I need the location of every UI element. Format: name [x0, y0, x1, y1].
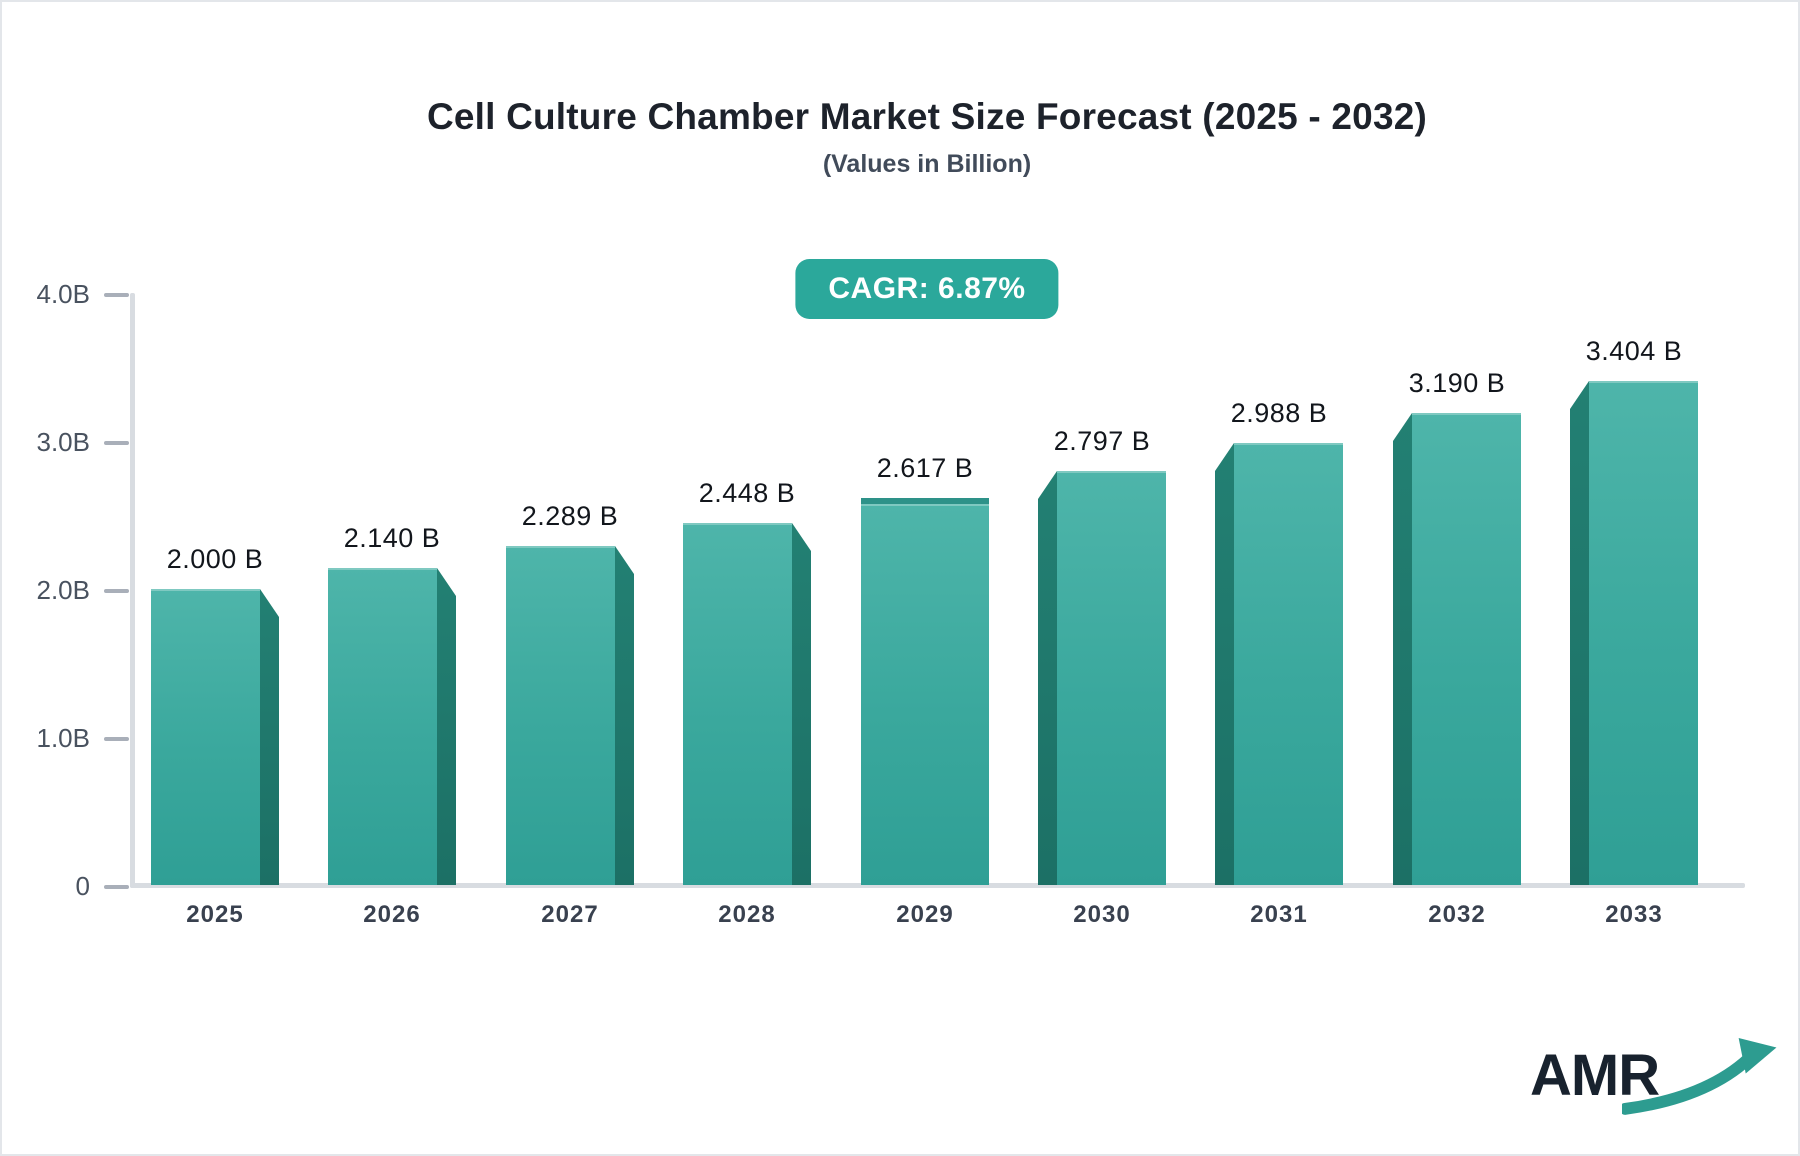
- bar-side-face: [1038, 471, 1057, 885]
- bar-front-face: [683, 523, 792, 885]
- bar-front-face: [1234, 443, 1343, 885]
- amr-logo: AMR: [1530, 1038, 1780, 1122]
- bar-value-label: 2.000 B: [166, 544, 264, 574]
- ytick-label: 1.0B: [36, 723, 91, 753]
- bar-front-face: [1412, 413, 1521, 885]
- bar-2028: [683, 523, 811, 885]
- x-axis-label-2031: 2031: [1250, 901, 1308, 928]
- bar-2027: [506, 546, 634, 885]
- bar-value-label: 3.404 B: [1585, 336, 1683, 366]
- cagr-badge: CAGR: 6.87%: [795, 259, 1059, 319]
- ytick-dash: [104, 885, 129, 889]
- x-axis-label-2033: 2033: [1605, 901, 1663, 928]
- bar-front-face: [328, 568, 437, 885]
- ytick-dash: [104, 589, 129, 593]
- x-axis-label-2032: 2032: [1428, 901, 1486, 928]
- ytick-dash: [104, 441, 129, 445]
- bar-side-face: [792, 523, 811, 885]
- y-axis-line: [130, 293, 135, 888]
- bar-2033: [1570, 381, 1698, 885]
- bar-value-label: 2.617 B: [876, 453, 974, 483]
- x-axis-label-2025: 2025: [186, 901, 244, 928]
- chart-subtitle: (Values in Billion): [822, 150, 1032, 178]
- ytick-label: 0: [75, 871, 90, 901]
- ytick-dash: [104, 737, 129, 741]
- bar-side-face: [1570, 381, 1589, 885]
- bar-front-face: [861, 498, 989, 885]
- logo-arrow-icon: [1622, 1038, 1777, 1115]
- x-axis-label-2027: 2027: [541, 901, 599, 928]
- bar-2025: [151, 589, 279, 885]
- x-axis-label-2026: 2026: [363, 901, 421, 928]
- x-axis-label-2029: 2029: [896, 901, 954, 928]
- bar-value-label: 2.448 B: [698, 478, 796, 508]
- ytick-label: 4.0B: [36, 279, 91, 309]
- x-axis-label-2028: 2028: [718, 901, 776, 928]
- x-axis-label-2030: 2030: [1073, 901, 1131, 928]
- bar-side-face: [1393, 413, 1412, 885]
- bar-front-face: [151, 589, 260, 885]
- x-axis-line: [130, 883, 1745, 888]
- bar-2030: [1038, 471, 1166, 885]
- ytick-label: 3.0B: [36, 427, 91, 457]
- bar-2032: [1393, 413, 1521, 885]
- bar-value-label: 2.988 B: [1230, 398, 1328, 428]
- bar-2031: [1215, 443, 1343, 885]
- bar-side-face: [260, 589, 279, 885]
- bar-2029: [861, 498, 989, 885]
- bar-side-face: [437, 568, 456, 885]
- bar-front-face: [1057, 471, 1166, 885]
- ytick-dash: [104, 293, 129, 297]
- bar-front-face: [1589, 381, 1698, 885]
- bar-side-face: [615, 546, 634, 885]
- bar-2026: [328, 568, 456, 885]
- bar-value-label: 2.140 B: [343, 523, 441, 553]
- amr-logo-text: AMR: [1530, 1043, 1660, 1108]
- ytick-label: 2.0B: [36, 575, 91, 605]
- bar-value-label: 3.190 B: [1408, 368, 1506, 398]
- bar-front-face: [506, 546, 615, 885]
- chart-title: Cell Culture Chamber Market Size Forecas…: [426, 96, 1428, 137]
- bar-side-face: [1215, 443, 1234, 885]
- bar-value-label: 2.289 B: [521, 501, 619, 531]
- bar-value-label: 2.797 B: [1053, 426, 1151, 456]
